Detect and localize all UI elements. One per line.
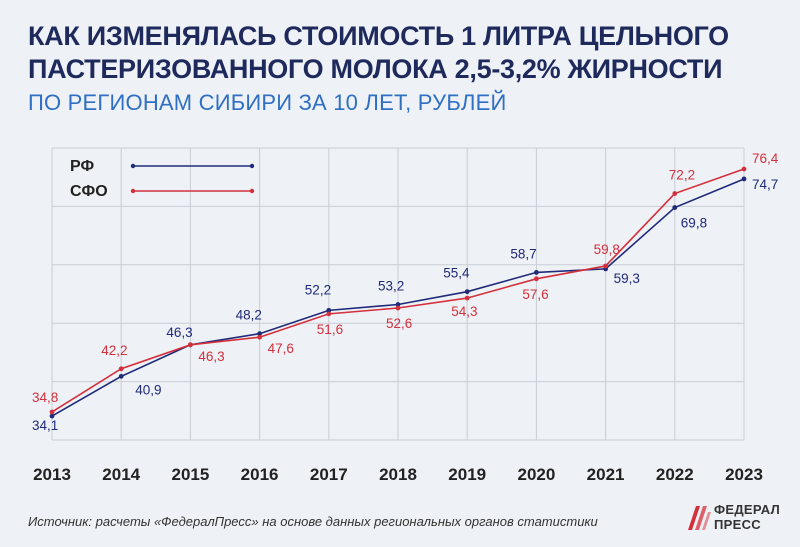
x-tick-label: 2017 bbox=[310, 465, 348, 484]
data-point-rf bbox=[49, 413, 55, 419]
data-point-sfo bbox=[49, 409, 55, 415]
data-point-sfo bbox=[326, 311, 332, 317]
data-point-rf bbox=[118, 373, 124, 379]
data-point-sfo bbox=[534, 276, 539, 282]
data-label-sfo: 57,6 bbox=[522, 287, 548, 302]
data-label-rf: 58,7 bbox=[510, 246, 536, 261]
data-label-sfo: 54,3 bbox=[451, 304, 477, 319]
x-tick-label: 2016 bbox=[241, 465, 279, 484]
data-label-rf: 40,9 bbox=[135, 382, 161, 397]
data-point-rf bbox=[257, 331, 262, 337]
logo-mark-icon bbox=[688, 506, 711, 530]
data-label-rf: 46,3 bbox=[166, 325, 192, 340]
data-label-sfo: 52,6 bbox=[386, 316, 412, 331]
legend-dot bbox=[249, 163, 255, 169]
data-label-rf: 52,2 bbox=[305, 282, 331, 297]
data-label-sfo: 47,6 bbox=[268, 341, 294, 356]
data-point-rf bbox=[395, 302, 401, 307]
data-point-sfo bbox=[395, 305, 401, 311]
data-label-rf: 69,8 bbox=[681, 216, 707, 231]
x-tick-label: 2015 bbox=[171, 465, 209, 484]
data-point-sfo bbox=[118, 366, 124, 372]
legend-label: СФО bbox=[70, 183, 108, 200]
data-point-sfo bbox=[603, 263, 608, 269]
data-label-sfo: 51,6 bbox=[317, 322, 343, 337]
data-label-rf: 48,2 bbox=[236, 308, 262, 323]
legend-dot bbox=[130, 163, 136, 169]
legend-dot bbox=[249, 188, 255, 194]
legend-dot bbox=[130, 188, 136, 194]
x-tick-label: 2018 bbox=[379, 465, 417, 484]
data-label-rf: 53,2 bbox=[378, 279, 404, 294]
data-label-sfo: 42,2 bbox=[101, 343, 127, 358]
x-tick-label: 2021 bbox=[587, 465, 625, 484]
data-point-rf bbox=[534, 269, 539, 275]
x-tick-label: 2019 bbox=[448, 465, 486, 484]
data-label-sfo: 46,3 bbox=[198, 349, 224, 364]
x-tick-label: 2014 bbox=[102, 465, 140, 484]
legend-label: РФ bbox=[70, 158, 94, 175]
chart-title: КАК ИЗМЕНЯЛАСЬ СТОИМОСТЬ 1 ЛИТРА ЦЕЛЬНОГ… bbox=[28, 21, 729, 84]
federalpress-logo: ФЕДЕРАЛ ПРЕСС bbox=[686, 500, 796, 540]
source-note: Источник: расчеты «ФедералПресс» на осно… bbox=[28, 514, 598, 529]
data-label-rf: 74,7 bbox=[752, 177, 778, 192]
data-label-sfo: 72,2 bbox=[669, 168, 695, 183]
data-point-sfo bbox=[672, 191, 678, 196]
data-label-sfo: 76,4 bbox=[752, 151, 779, 166]
x-tick-label: 2013 bbox=[33, 465, 71, 484]
data-label-sfo: 59,8 bbox=[594, 242, 620, 257]
x-tick-label: 2023 bbox=[725, 465, 763, 484]
data-label-rf: 55,4 bbox=[443, 266, 470, 281]
x-tick-label: 2020 bbox=[517, 465, 555, 484]
data-point-rf bbox=[672, 205, 678, 210]
data-point-sfo bbox=[257, 334, 262, 340]
logo-line1: ФЕДЕРАЛ bbox=[714, 502, 780, 517]
data-point-sfo bbox=[188, 342, 193, 348]
x-tick-label: 2022 bbox=[656, 465, 694, 484]
logo-line2: ПРЕСС bbox=[714, 517, 761, 532]
data-point-rf bbox=[464, 289, 470, 295]
data-point-sfo bbox=[741, 166, 747, 172]
data-point-rf bbox=[741, 176, 747, 182]
data-point-rf bbox=[326, 307, 332, 313]
data-label-rf: 59,3 bbox=[614, 271, 640, 286]
logo-text: ФЕДЕРАЛ ПРЕСС bbox=[714, 502, 780, 532]
data-label-sfo: 34,8 bbox=[32, 390, 58, 405]
chart-subtitle: ПО РЕГИОНАМ СИБИРИ ЗА 10 ЛЕТ, РУБЛЕЙ bbox=[28, 90, 507, 115]
data-label-rf: 34,1 bbox=[32, 418, 58, 433]
data-point-sfo bbox=[464, 295, 470, 301]
